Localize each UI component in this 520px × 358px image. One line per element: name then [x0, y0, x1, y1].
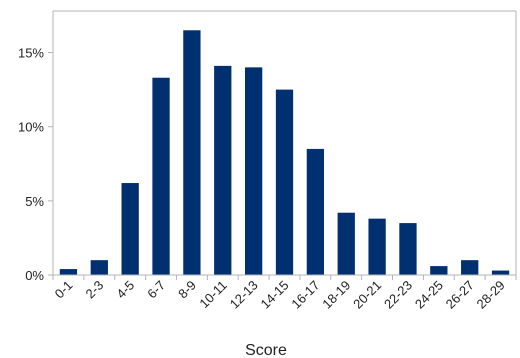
bar-28-29 — [491, 270, 510, 275]
bar-2-3 — [90, 260, 108, 275]
x-tick-label: 8-9 — [175, 278, 199, 302]
bars-group — [59, 30, 510, 276]
x-axis: 0-1 2-3 4-5 6-7 8-910-1112-1314-1516-1718-19… — [48, 274, 517, 312]
x-tick-label: 24-25 — [412, 278, 446, 312]
bar-4-5 — [121, 183, 139, 275]
x-tick-label: 0-1 — [52, 278, 76, 302]
x-tick-label: 28-29 — [474, 278, 508, 312]
bar-6-7 — [152, 77, 170, 276]
x-tick-label: 4-5 — [113, 278, 137, 302]
x-tick-label: 2-3 — [83, 278, 107, 302]
bar-12-13 — [244, 67, 263, 275]
bar-20-21 — [368, 218, 386, 275]
bar-22-23 — [399, 223, 417, 275]
bar-16-17 — [306, 148, 325, 275]
x-tick-label: 22-23 — [381, 278, 415, 312]
x-tick-label: 16-17 — [288, 278, 322, 312]
bar-26-27 — [461, 260, 479, 275]
y-axis: 0% 5% 10% 15% — [18, 10, 517, 283]
bar-0-1 — [59, 269, 78, 275]
bar-14-15 — [275, 89, 294, 275]
bar-18-19 — [337, 212, 355, 275]
y-tick-label: 15% — [18, 46, 44, 61]
bar-24-25 — [430, 266, 448, 275]
x-tick-label: 18-19 — [319, 278, 353, 312]
x-tick-label: 20-21 — [350, 278, 384, 312]
x-axis-title: Score — [245, 342, 287, 358]
x-tick-label: 14-15 — [258, 278, 292, 312]
x-tick-label: 26-27 — [443, 278, 477, 312]
x-tick-label: 10-11 — [196, 278, 229, 311]
bar-10-11 — [214, 65, 232, 275]
y-tick-label: 0% — [25, 268, 44, 283]
y-tick-label: 10% — [18, 120, 44, 135]
bar-8-9 — [183, 30, 201, 276]
x-tick-label: 6-7 — [144, 278, 168, 302]
x-tick-label: 12-13 — [227, 278, 261, 312]
y-tick-label: 5% — [25, 194, 44, 209]
